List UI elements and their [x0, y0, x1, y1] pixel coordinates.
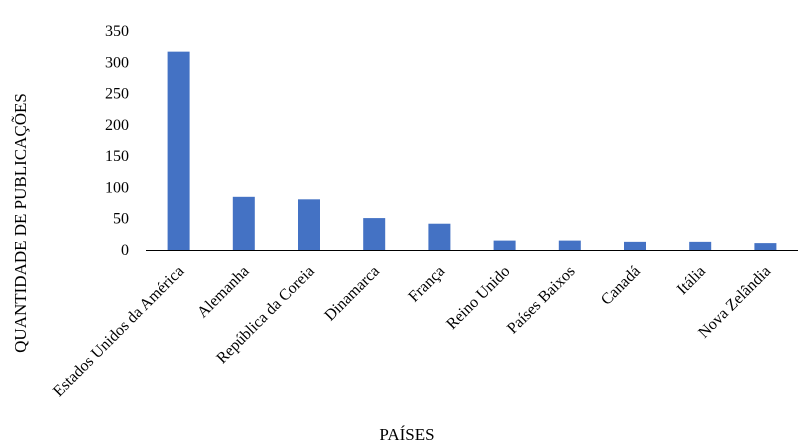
- y-tick-label: 350: [105, 23, 129, 40]
- bar: [558, 240, 581, 250]
- x-tick-label: Canadá: [598, 263, 644, 309]
- x-axis-title: PAÍSES: [379, 425, 434, 444]
- y-tick-label: 0: [121, 242, 129, 259]
- bar: [754, 243, 777, 250]
- x-tick-label: Alemanha: [194, 263, 253, 322]
- y-tick-label: 50: [113, 211, 129, 228]
- bar: [167, 51, 190, 250]
- bar: [624, 241, 646, 250]
- bars: [167, 51, 777, 250]
- x-tick-label: França: [405, 263, 448, 306]
- y-tick-label: 300: [105, 54, 129, 71]
- bar: [689, 241, 712, 250]
- bar: [363, 218, 386, 250]
- x-tick-label: Itália: [674, 263, 709, 298]
- y-tick-label: 250: [105, 86, 129, 103]
- y-tick-label: 200: [105, 117, 129, 134]
- bar: [493, 240, 516, 250]
- bar: [428, 223, 451, 250]
- y-tick-label: 100: [105, 179, 129, 196]
- x-tick-label: Reino Unido: [443, 263, 513, 333]
- y-tick-label: 150: [105, 148, 129, 165]
- bar: [298, 199, 320, 250]
- y-axis-title: QUANTIDADE DE PUBLICAÇÕES: [11, 93, 30, 353]
- y-axis-ticks: 0 50 100 150 200 250 300 350: [105, 23, 129, 259]
- x-tick-label: Estados Unidos da América: [50, 263, 187, 400]
- x-tick-label: Dinamarca: [321, 263, 383, 325]
- bar: [232, 196, 255, 250]
- x-axis-ticks: Estados Unidos da América AlemanhaRepúbli…: [50, 263, 774, 400]
- x-tick-label: Países Baixos: [504, 263, 579, 338]
